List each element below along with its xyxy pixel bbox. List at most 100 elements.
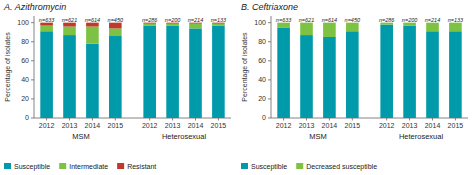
bar-segment (380, 25, 393, 118)
bar-segment (166, 26, 179, 118)
bar-segment (86, 23, 99, 27)
legend-swatch (117, 163, 124, 169)
title: B. Ceftriaxone (241, 2, 298, 12)
n-label: n=133 (211, 17, 227, 23)
x-tick (195, 118, 196, 121)
title: A. Azithromycin (3, 2, 66, 12)
x-tick (352, 118, 353, 121)
x-tick (149, 118, 150, 121)
y-tick-label: 80 (21, 38, 29, 45)
y-tick (31, 41, 34, 42)
legend: SusceptibleDecreased susceptible (241, 163, 377, 171)
y-tick (268, 41, 271, 42)
panel: A. AzithromycinPercentage of isolates020… (3, 2, 231, 171)
legend-label: Decreased susceptible (306, 163, 377, 171)
legend: SusceptibleIntermediateResistant (4, 163, 156, 171)
n-label: n=621 (299, 17, 314, 23)
legend-label: Resistant (127, 163, 156, 170)
bar-segment (323, 23, 336, 37)
bar-segment (449, 31, 462, 118)
bar-segment (346, 23, 359, 32)
bar-segment (426, 31, 439, 118)
y-axis-line (34, 16, 35, 118)
bar-segment (109, 23, 122, 29)
bar-segment (166, 24, 179, 26)
x-tick-label: 2012 (379, 122, 395, 129)
bar-segment (449, 23, 462, 32)
y-tick (268, 22, 271, 23)
figure: A. Azithromycin Percentage of isolates 0 20… (0, 0, 474, 175)
n-label: n=450 (345, 17, 361, 23)
y-tick (31, 22, 34, 23)
bar-segment (143, 24, 156, 26)
bar-segment (300, 35, 313, 118)
x-tick (69, 118, 70, 121)
bar-segment (63, 35, 76, 118)
y-tick (31, 60, 34, 61)
y-tick (31, 118, 34, 119)
y-tick-label: 40 (21, 76, 29, 83)
x-tick-label: 2015 (345, 122, 361, 129)
x-tick-label: 2013 (62, 122, 78, 129)
bar-segment (212, 26, 225, 118)
y-axis-label: Percentage of isolates (4, 32, 12, 102)
bar-segment (63, 26, 76, 35)
bar-segment (346, 31, 359, 118)
bar-segment (86, 44, 99, 118)
panel: B. CeftriaxonePercentage of isolates0204… (241, 2, 468, 171)
bar-segment (426, 23, 439, 32)
n-label: n=450 (108, 17, 124, 23)
x-tick (115, 118, 116, 121)
n-label: n=214 (425, 17, 440, 23)
legend-swatch (296, 163, 303, 169)
x-tick-label: 2015 (108, 122, 124, 129)
x-tick (306, 118, 307, 121)
n-label: n=633 (276, 17, 292, 23)
x-tick-label: 2014 (425, 122, 441, 129)
y-tick (31, 98, 34, 99)
n-label: n=614 (85, 17, 100, 23)
x-tick (455, 118, 456, 121)
x-tick (92, 118, 93, 121)
x-tick-label: 2013 (299, 122, 315, 129)
x-tick-label: 2015 (448, 122, 464, 129)
bar-segment (212, 24, 225, 26)
bar-segment (277, 27, 290, 118)
bar-segment (40, 31, 53, 118)
bar-segment (189, 24, 202, 29)
y-tick-label: 100 (17, 19, 29, 26)
n-label: n=200 (165, 17, 181, 23)
bars (277, 23, 461, 118)
legend-swatch (59, 163, 66, 169)
y-tick (31, 79, 34, 80)
bar-segment (109, 36, 122, 118)
x-tick-label: 2014 (322, 122, 338, 129)
n-label: n=614 (322, 17, 337, 23)
bar-segment (143, 26, 156, 118)
group-label: Heterosexual (162, 132, 207, 141)
y-tick-label: 60 (21, 57, 29, 64)
x-tick-label: 2013 (402, 122, 418, 129)
y-axis-label: Percentage of isolates (241, 32, 249, 102)
n-label: n=214 (188, 17, 203, 23)
y-tick-label: 40 (258, 76, 266, 83)
y-tick-label: 0 (262, 114, 266, 121)
x-tick-label: 2014 (85, 122, 101, 129)
group-label: MSM (72, 132, 90, 141)
group-label: Heterosexual (399, 132, 444, 141)
bar-segment (189, 28, 202, 118)
x-tick-label: 2013 (165, 122, 181, 129)
x-tick-label: 2012 (39, 122, 55, 129)
n-label: n=633 (39, 17, 55, 23)
x-tick (329, 118, 330, 121)
legend-swatch (241, 163, 248, 169)
y-tick-label: 80 (258, 38, 266, 45)
y-tick (268, 60, 271, 61)
n-label: n=621 (62, 17, 77, 23)
bar-segment (86, 26, 99, 43)
bar-segment (63, 23, 76, 27)
y-tick (268, 118, 271, 119)
x-tick-label: 2012 (142, 122, 158, 129)
legend-label: Susceptible (14, 163, 50, 171)
bar-segment (109, 28, 122, 36)
